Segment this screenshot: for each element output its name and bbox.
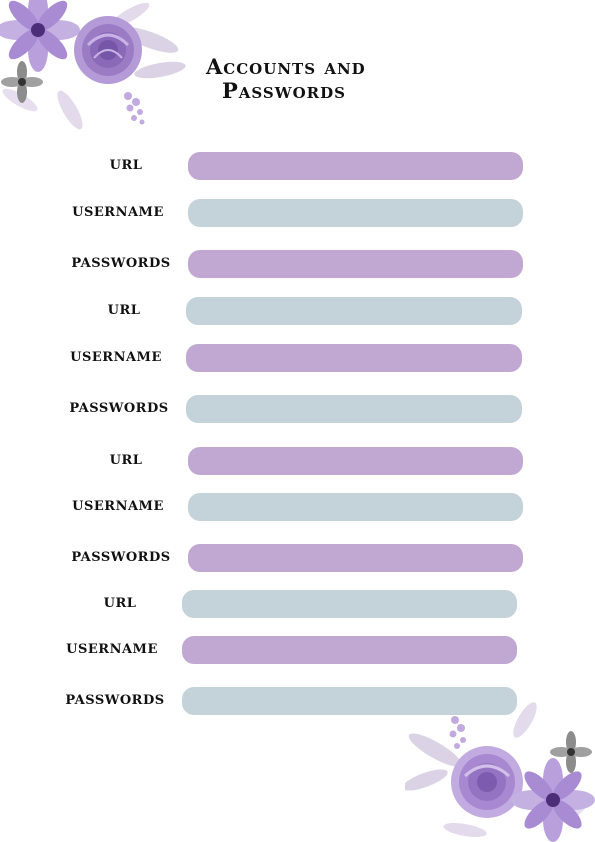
username-field[interactable] (182, 636, 517, 664)
password-row: PASSWORDS (0, 250, 595, 280)
password-row: PASSWORDS (0, 544, 595, 574)
username-row: USERNAME (0, 636, 595, 666)
page-title-line-2: Passwords (222, 78, 346, 103)
password-label: PASSWORDS (65, 693, 165, 708)
username-field[interactable] (188, 199, 523, 227)
url-label: URL (109, 453, 143, 468)
page-title: Accounts and Passwords (190, 55, 430, 103)
password-label: PASSWORDS (71, 256, 171, 271)
username-field[interactable] (186, 344, 522, 372)
username-label: USERNAME (72, 499, 164, 514)
url-field[interactable] (188, 447, 523, 475)
url-row: URL (0, 152, 595, 182)
password-row: PASSWORDS (0, 687, 595, 717)
password-label: PASSWORDS (71, 550, 171, 565)
page-title-line-1: Accounts and (206, 54, 366, 79)
password-label: PASSWORDS (69, 401, 169, 416)
url-row: URL (0, 590, 595, 620)
username-row: USERNAME (0, 344, 595, 374)
username-row: USERNAME (0, 493, 595, 523)
url-label: URL (103, 596, 137, 611)
password-row: PASSWORDS (0, 395, 595, 425)
floral-decoration-bottom-right (405, 702, 595, 842)
password-field[interactable] (182, 687, 517, 715)
password-field[interactable] (188, 544, 523, 572)
password-field[interactable] (186, 395, 522, 423)
username-field[interactable] (188, 493, 523, 521)
url-row: URL (0, 297, 595, 327)
url-label: URL (107, 303, 141, 318)
password-field[interactable] (188, 250, 523, 278)
username-label: USERNAME (66, 642, 158, 657)
username-label: USERNAME (72, 205, 164, 220)
username-label: USERNAME (70, 350, 162, 365)
url-field[interactable] (186, 297, 522, 325)
url-field[interactable] (188, 152, 523, 180)
floral-decoration-top-left (0, 0, 186, 130)
url-row: URL (0, 447, 595, 477)
url-field[interactable] (182, 590, 517, 618)
username-row: USERNAME (0, 199, 595, 229)
url-label: URL (109, 158, 143, 173)
